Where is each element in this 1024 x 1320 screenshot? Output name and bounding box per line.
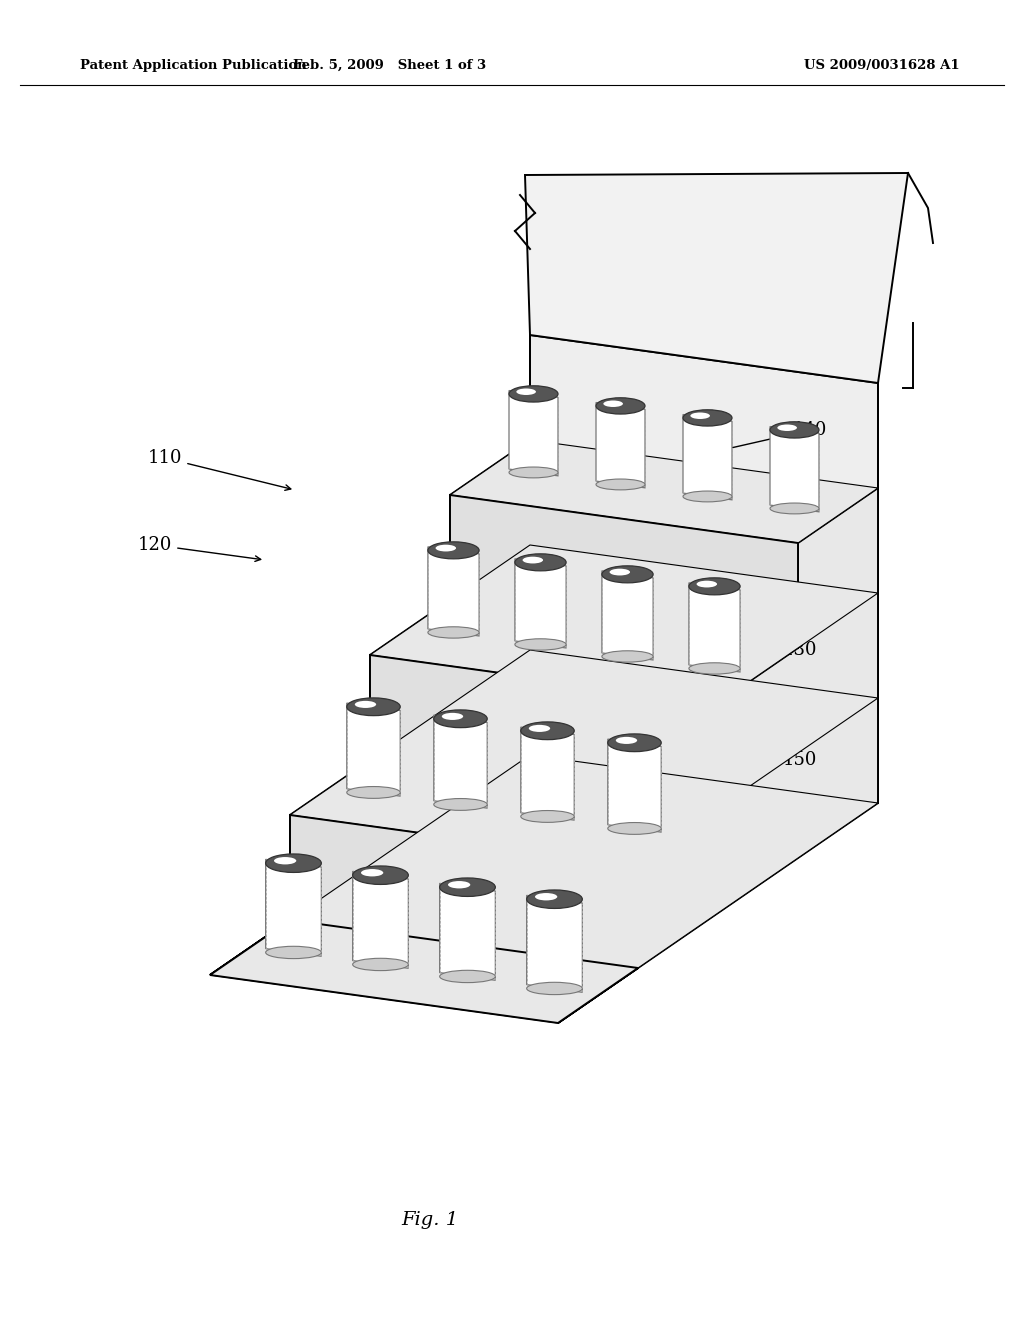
Polygon shape [370,655,718,808]
Ellipse shape [434,799,487,810]
Ellipse shape [528,725,550,733]
Ellipse shape [515,554,566,570]
Text: 150: 150 [684,739,817,770]
Ellipse shape [509,467,558,478]
Ellipse shape [608,822,662,834]
Ellipse shape [689,578,740,595]
Polygon shape [521,727,574,820]
Text: Fig. 1: Fig. 1 [401,1210,459,1229]
Ellipse shape [770,503,819,513]
Ellipse shape [615,737,637,744]
Ellipse shape [265,946,322,958]
Ellipse shape [602,566,653,583]
Polygon shape [525,173,908,383]
Polygon shape [434,715,487,808]
Text: US 2009/0031628 A1: US 2009/0031628 A1 [805,58,961,71]
Ellipse shape [428,627,479,638]
Ellipse shape [603,400,623,407]
Polygon shape [290,649,878,863]
Ellipse shape [265,854,322,873]
Ellipse shape [428,541,479,558]
Ellipse shape [609,569,630,576]
Text: 120: 120 [138,536,261,561]
Ellipse shape [347,698,400,715]
Polygon shape [210,335,530,975]
Polygon shape [683,414,732,500]
Polygon shape [428,546,479,636]
Ellipse shape [526,890,583,908]
Ellipse shape [361,869,383,876]
Polygon shape [439,883,496,981]
Polygon shape [509,391,558,475]
Polygon shape [596,403,645,488]
Ellipse shape [689,663,740,675]
Ellipse shape [596,397,645,414]
Text: 130: 130 [694,630,817,659]
Polygon shape [265,859,322,956]
Ellipse shape [441,713,463,719]
Ellipse shape [596,479,645,490]
Ellipse shape [608,734,662,751]
Ellipse shape [521,722,574,739]
Ellipse shape [696,581,717,587]
Ellipse shape [434,710,487,727]
Polygon shape [515,558,566,648]
Text: Feb. 5, 2009   Sheet 1 of 3: Feb. 5, 2009 Sheet 1 of 3 [294,58,486,71]
Ellipse shape [439,970,496,982]
Polygon shape [210,755,878,1023]
Ellipse shape [535,894,557,900]
Polygon shape [210,920,638,1023]
Text: 140: 140 [705,421,827,455]
Polygon shape [530,335,878,803]
Text: 110: 110 [147,449,291,490]
Ellipse shape [777,425,797,432]
Text: Patent Application Publication: Patent Application Publication [80,58,307,71]
Polygon shape [770,426,819,512]
Ellipse shape [352,958,409,970]
Polygon shape [347,704,400,796]
Ellipse shape [435,545,456,552]
Ellipse shape [602,651,653,663]
Ellipse shape [770,422,819,438]
Ellipse shape [683,491,732,502]
Ellipse shape [439,878,496,896]
Ellipse shape [352,866,409,884]
Ellipse shape [526,982,583,994]
Polygon shape [602,570,653,660]
Polygon shape [370,545,878,704]
Polygon shape [450,495,798,648]
Polygon shape [526,895,583,993]
Ellipse shape [274,857,296,865]
Polygon shape [608,739,662,832]
Ellipse shape [683,409,732,426]
Ellipse shape [354,701,376,708]
Polygon shape [558,383,878,1023]
Text: 100: 100 [658,183,798,253]
Ellipse shape [522,557,543,564]
Ellipse shape [690,412,710,418]
Polygon shape [689,583,740,672]
Ellipse shape [509,385,558,403]
Ellipse shape [516,388,536,395]
Polygon shape [290,814,638,968]
Ellipse shape [521,810,574,822]
Ellipse shape [449,880,470,888]
Polygon shape [450,440,878,543]
Ellipse shape [515,639,566,651]
Ellipse shape [347,787,400,799]
Polygon shape [352,871,409,969]
